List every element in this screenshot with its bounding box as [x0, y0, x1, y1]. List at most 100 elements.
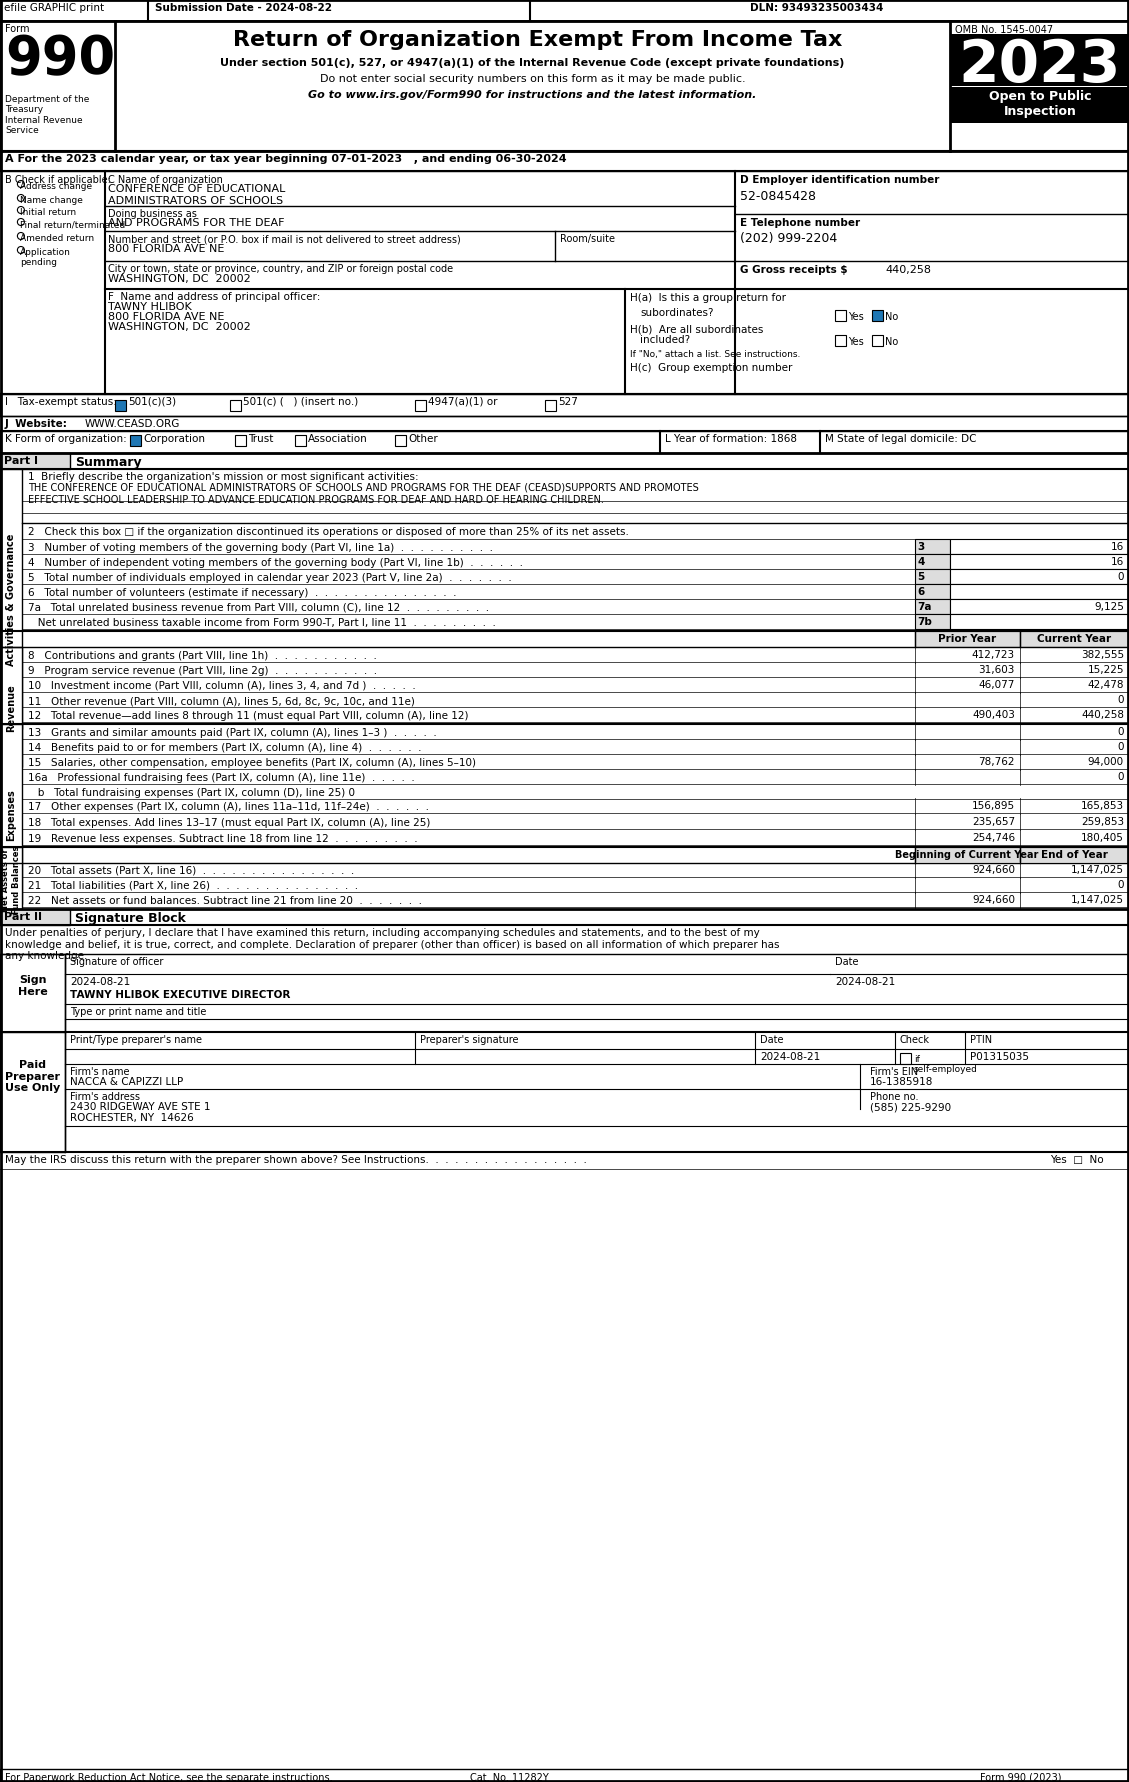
Text: 9,125: 9,125 — [1094, 602, 1124, 611]
Text: Type or print name and title: Type or print name and title — [70, 1007, 207, 1016]
Text: Yes: Yes — [848, 312, 864, 323]
Bar — [0, 396, 1129, 417]
Bar — [914, 830, 1019, 845]
Text: 800 FLORIDA AVE NE: 800 FLORIDA AVE NE — [108, 312, 225, 323]
Text: Signature Block: Signature Block — [75, 911, 186, 925]
Text: B Check if applicable:: B Check if applicable: — [5, 175, 111, 185]
Bar — [0, 21, 1129, 151]
Text: C Name of organization: C Name of organization — [108, 175, 222, 185]
Text: Initial return: Initial return — [20, 208, 76, 217]
Text: (202) 999-2204: (202) 999-2204 — [739, 232, 838, 244]
Bar — [949, 540, 1129, 554]
Text: 8   Contributions and grants (Part VIII, line 1h)  .  .  .  .  .  .  .  .  .  . : 8 Contributions and grants (Part VIII, l… — [28, 650, 377, 661]
Bar — [949, 584, 1129, 601]
Bar — [835, 310, 846, 323]
Bar — [230, 401, 240, 412]
Bar — [130, 437, 141, 447]
Text: 527: 527 — [558, 397, 578, 406]
Bar — [914, 631, 1019, 647]
Bar — [835, 335, 846, 347]
Bar — [395, 437, 406, 447]
Text: 94,000: 94,000 — [1088, 757, 1124, 766]
Text: AND PROGRAMS FOR THE DEAF: AND PROGRAMS FOR THE DEAF — [108, 217, 285, 228]
Text: 1  Briefly describe the organization's mission or most significant activities:: 1 Briefly describe the organization's mi… — [28, 472, 419, 481]
Text: 254,746: 254,746 — [972, 832, 1015, 843]
Text: Date: Date — [835, 957, 858, 966]
Text: Beginning of Current Year: Beginning of Current Year — [895, 850, 1039, 859]
Text: 990: 990 — [5, 34, 115, 86]
Text: OMB No. 1545-0047: OMB No. 1545-0047 — [955, 25, 1053, 36]
Text: 2   Check this box □ if the organization discontinued its operations or disposed: 2 Check this box □ if the organization d… — [28, 527, 629, 536]
Text: 0: 0 — [1118, 695, 1124, 704]
Text: subordinates?: subordinates? — [640, 308, 714, 317]
Text: Number and street (or P.O. box if mail is not delivered to street address): Number and street (or P.O. box if mail i… — [108, 233, 461, 244]
Text: b   Total fundraising expenses (Part IX, column (D), line 25) 0: b Total fundraising expenses (Part IX, c… — [28, 788, 355, 798]
Bar — [949, 601, 1129, 615]
Text: Print/Type preparer's name: Print/Type preparer's name — [70, 1034, 202, 1044]
Text: May the IRS discuss this return with the preparer shown above? See Instructions.: May the IRS discuss this return with the… — [5, 1155, 587, 1164]
Text: PTIN: PTIN — [970, 1034, 992, 1044]
Text: 0: 0 — [1118, 741, 1124, 752]
Text: 165,853: 165,853 — [1080, 800, 1124, 811]
Text: 10   Investment income (Part VIII, column (A), lines 3, 4, and 7d )  .  .  .  . : 10 Investment income (Part VIII, column … — [28, 681, 415, 691]
Text: Under section 501(c), 527, or 4947(a)(1) of the Internal Revenue Code (except pr: Under section 501(c), 527, or 4947(a)(1)… — [220, 59, 844, 68]
Text: Doing business as: Doing business as — [108, 208, 196, 219]
Text: WASHINGTON, DC  20002: WASHINGTON, DC 20002 — [108, 323, 251, 331]
Text: 490,403: 490,403 — [972, 709, 1015, 720]
Text: Go to www.irs.gov/Form990 for instructions and the latest information.: Go to www.irs.gov/Form990 for instructio… — [308, 89, 756, 100]
Bar — [1019, 862, 1129, 877]
Text: I   Tax-exempt status:: I Tax-exempt status: — [5, 397, 117, 406]
Bar — [914, 814, 1019, 830]
Text: Return of Organization Exempt From Income Tax: Return of Organization Exempt From Incom… — [233, 30, 842, 50]
Text: Net unrelated business taxable income from Form 990-T, Part I, line 11  .  .  . : Net unrelated business taxable income fr… — [28, 618, 496, 627]
Text: 16a   Professional fundraising fees (Part IX, column (A), line 11e)  .  .  .  . : 16a Professional fundraising fees (Part … — [28, 773, 414, 782]
Text: WWW.CEASD.ORG: WWW.CEASD.ORG — [85, 419, 181, 429]
Bar — [295, 437, 306, 447]
Bar — [949, 615, 1129, 629]
Text: 2024-08-21: 2024-08-21 — [760, 1051, 821, 1062]
Text: H(a)  Is this a group return for: H(a) Is this a group return for — [630, 292, 786, 303]
Text: 156,895: 156,895 — [972, 800, 1015, 811]
Bar — [1019, 693, 1129, 707]
Text: ROCHESTER, NY  14626: ROCHESTER, NY 14626 — [70, 1112, 194, 1123]
Bar — [914, 862, 1019, 877]
Text: Yes: Yes — [848, 337, 864, 347]
Text: Association: Association — [308, 433, 368, 444]
Bar — [1019, 631, 1129, 647]
Text: if
self-employed: if self-employed — [914, 1055, 978, 1075]
Text: 16-1385918: 16-1385918 — [870, 1076, 934, 1087]
Text: Phone no.: Phone no. — [870, 1091, 919, 1101]
Text: No: No — [885, 312, 899, 323]
Text: 5   Total number of individuals employed in calendar year 2023 (Part V, line 2a): 5 Total number of individuals employed i… — [28, 572, 511, 583]
Text: 235,657: 235,657 — [972, 816, 1015, 827]
Text: efile GRAPHIC print: efile GRAPHIC print — [5, 4, 104, 12]
Text: WASHINGTON, DC  20002: WASHINGTON, DC 20002 — [108, 274, 251, 283]
Bar — [1019, 677, 1129, 693]
Bar — [914, 740, 1019, 754]
Bar — [0, 1770, 1129, 1782]
Text: Check: Check — [900, 1034, 930, 1044]
Bar — [1019, 770, 1129, 784]
Text: 4947(a)(1) or: 4947(a)(1) or — [428, 397, 498, 406]
Bar — [914, 707, 1019, 722]
Bar — [0, 470, 21, 729]
Text: 412,723: 412,723 — [972, 650, 1015, 659]
Text: 9   Program service revenue (Part VIII, line 2g)  .  .  .  .  .  .  .  .  .  .  : 9 Program service revenue (Part VIII, li… — [28, 666, 377, 675]
Text: THE CONFERENCE OF EDUCATIONAL ADMINISTRATORS OF SCHOOLS AND PROGRAMS FOR THE DEA: THE CONFERENCE OF EDUCATIONAL ADMINISTRA… — [28, 483, 699, 504]
Text: 7a   Total unrelated business revenue from Part VIII, column (C), line 12  .  . : 7a Total unrelated business revenue from… — [28, 602, 489, 613]
Text: Net Assets or
Fund Balances: Net Assets or Fund Balances — [1, 845, 20, 914]
Bar — [900, 1053, 911, 1064]
Text: End of Year: End of Year — [1041, 850, 1108, 859]
Bar — [914, 663, 1019, 677]
Text: Expenses: Expenses — [6, 789, 16, 841]
Bar — [1019, 893, 1129, 907]
Text: No: No — [885, 337, 899, 347]
Bar — [1019, 814, 1129, 830]
Bar — [115, 401, 126, 412]
Text: 440,258: 440,258 — [1080, 709, 1124, 720]
Text: Open to Public
Inspection: Open to Public Inspection — [989, 89, 1092, 118]
Bar — [914, 754, 1019, 770]
Text: 12   Total revenue—add lines 8 through 11 (must equal Part VIII, column (A), lin: 12 Total revenue—add lines 8 through 11 … — [28, 711, 469, 720]
Text: Current Year: Current Year — [1036, 634, 1111, 643]
Bar — [914, 615, 949, 629]
